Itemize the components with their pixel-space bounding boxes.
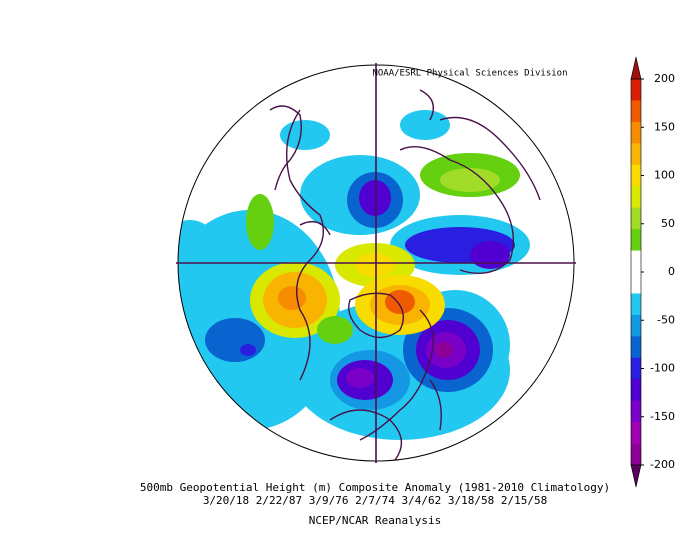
colorbar-tick-label: 0 bbox=[668, 265, 675, 278]
colorbar-band bbox=[631, 443, 641, 466]
colorbar-band bbox=[631, 121, 641, 144]
colorbar-band bbox=[631, 207, 641, 230]
colorbar-band bbox=[631, 272, 641, 294]
colorbar-band bbox=[631, 79, 641, 101]
coastlines bbox=[269, 89, 541, 461]
colorbar-band bbox=[631, 400, 641, 423]
colorbar-tick-label: -50 bbox=[657, 313, 675, 326]
colorbar-over bbox=[630, 56, 642, 80]
colorbar-band bbox=[631, 164, 641, 187]
colorbar-tick-label: 150 bbox=[654, 120, 675, 133]
colorbar-tick-label: 50 bbox=[661, 217, 675, 230]
colorbar-tick-label: -200 bbox=[650, 458, 675, 471]
colorbar-tick-label: -100 bbox=[650, 362, 675, 375]
colorbar-band bbox=[631, 379, 641, 401]
colorbar-band bbox=[631, 293, 641, 316]
anomaly-field bbox=[178, 65, 574, 461]
colorbar-band bbox=[631, 250, 641, 273]
colorbar-tick-label: -150 bbox=[650, 410, 675, 423]
colorbar-band bbox=[631, 357, 641, 380]
colorbar-band bbox=[631, 422, 641, 444]
colorbar-band bbox=[631, 186, 641, 208]
colorbar: 200 150 100 50 0 -50 -100 -150 -200 bbox=[630, 56, 675, 488]
colorbar-tick-label: 200 bbox=[654, 72, 675, 85]
colorbar-band bbox=[631, 143, 641, 166]
colorbar-band bbox=[631, 314, 641, 337]
caption-dates: 3/20/18 2/22/87 3/9/76 2/7/74 3/4/62 3/1… bbox=[203, 494, 547, 507]
colorbar-band bbox=[631, 336, 641, 359]
colorbar-under bbox=[630, 464, 642, 488]
caption-source: NCEP/NCAR Reanalysis bbox=[309, 514, 441, 527]
colorbar-tick-label: 100 bbox=[654, 169, 675, 182]
colorbar-band bbox=[631, 229, 641, 251]
caption-title: 500mb Geopotential Height (m) Composite … bbox=[140, 481, 610, 494]
colorbar-band bbox=[631, 100, 641, 123]
credit: NOAA/ESRL Physical Sciences Division bbox=[372, 69, 567, 79]
